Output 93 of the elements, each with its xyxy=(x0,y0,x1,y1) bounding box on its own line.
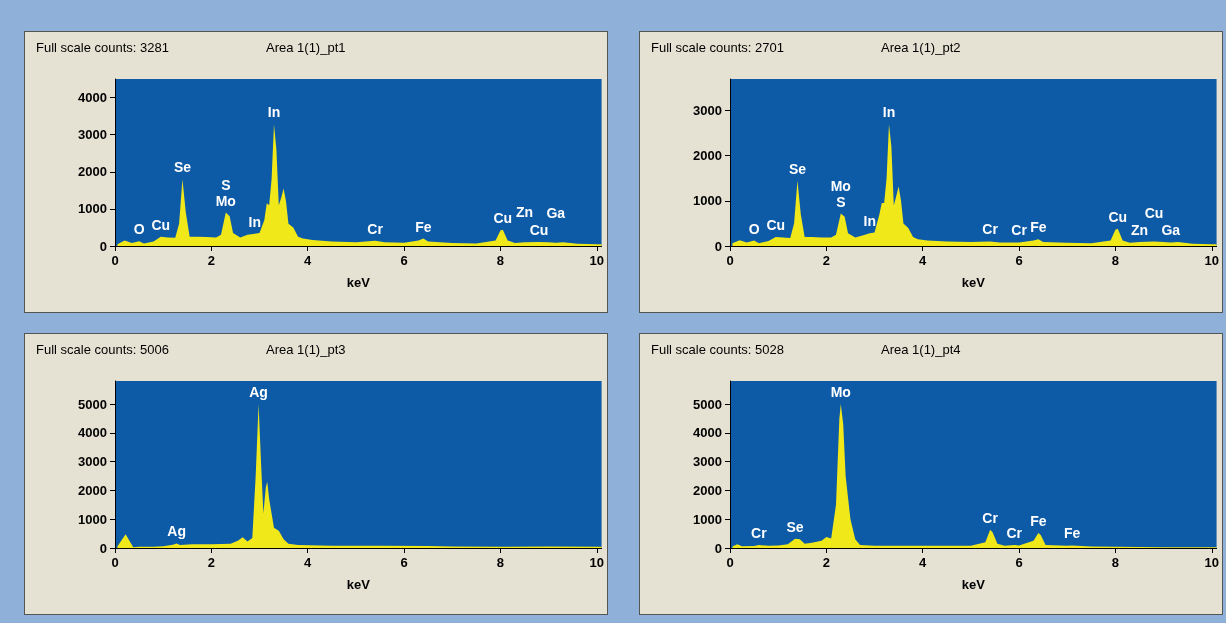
x-tick-label: 10 xyxy=(1204,555,1219,570)
annotation: In xyxy=(882,104,896,121)
annotation: Ga xyxy=(546,204,566,221)
x-tick-label: 0 xyxy=(111,555,119,570)
x-tick-label: 4 xyxy=(919,253,928,268)
chart-title: Full scale counts: 3281 xyxy=(36,40,169,55)
y-tick-label: 5000 xyxy=(78,396,107,412)
annotation: Mo xyxy=(215,192,236,209)
chart-subtitle: Area 1(1)_pt2 xyxy=(881,40,961,55)
annotation: Cu xyxy=(766,216,786,233)
y-tick-label: 2000 xyxy=(78,482,107,498)
y-tick-label: 3000 xyxy=(693,454,722,470)
annotation: O xyxy=(133,221,145,238)
x-tick-label: 2 xyxy=(822,555,830,570)
x-axis-title: keV xyxy=(961,275,986,290)
annotation: In xyxy=(863,213,876,230)
annotation: Zn xyxy=(1130,221,1149,238)
x-tick-label: 4 xyxy=(919,555,928,570)
y-tick-label: 1000 xyxy=(693,193,722,209)
chart-subtitle: Area 1(1)_pt3 xyxy=(266,342,346,357)
x-axis-title: keV xyxy=(961,577,986,592)
x-tick-label: 8 xyxy=(496,555,505,570)
chart-subtitle: Area 1(1)_pt1 xyxy=(266,40,346,55)
x-axis-title: keV xyxy=(346,275,371,290)
annotation: Fe xyxy=(1063,525,1081,542)
x-tick-label: 10 xyxy=(589,253,604,268)
x-tick-label: 10 xyxy=(589,555,604,570)
annotation: Fe xyxy=(415,218,432,235)
annotation: In xyxy=(248,213,261,230)
annotation: Mo xyxy=(830,384,851,401)
y-tick-label: 2000 xyxy=(693,148,722,164)
annotation: Fe xyxy=(1030,513,1047,530)
chart-title: Full scale counts: 2701 xyxy=(651,40,784,55)
y-tick-label: 2000 xyxy=(78,164,107,180)
annotation: In xyxy=(267,104,281,121)
x-tick-label: 8 xyxy=(1111,253,1120,268)
y-tick-label: 3000 xyxy=(78,127,107,143)
annotation: Cr xyxy=(1011,222,1028,239)
annotation: Cu xyxy=(529,221,549,238)
y-tick-label: 1000 xyxy=(78,511,107,527)
annotation: Cu xyxy=(493,209,513,226)
y-tick-label: 1000 xyxy=(693,511,722,527)
x-tick-label: 6 xyxy=(400,253,408,268)
annotation: Se xyxy=(173,159,192,176)
annotation: Cr xyxy=(367,220,384,237)
x-tick-label: 4 xyxy=(304,555,313,570)
y-tick-label: 2000 xyxy=(693,482,722,498)
chart-title: Full scale counts: 5006 xyxy=(36,342,169,357)
x-tick-label: 2 xyxy=(207,253,215,268)
x-tick-label: 2 xyxy=(207,555,215,570)
y-tick-label: 0 xyxy=(714,238,722,254)
x-tick-label: 4 xyxy=(304,253,313,268)
y-tick-label: 4000 xyxy=(693,425,722,441)
x-tick-label: 0 xyxy=(111,253,119,268)
annotation: Cu xyxy=(1144,205,1164,222)
x-tick-label: 6 xyxy=(1015,253,1023,268)
y-tick-label: 3000 xyxy=(693,103,722,119)
y-tick-label: 4000 xyxy=(78,425,107,441)
annotation: Zn xyxy=(515,204,534,221)
annotation: Mo xyxy=(830,177,851,194)
annotation: Cr xyxy=(982,221,999,238)
annotation: O xyxy=(748,220,760,237)
y-tick-label: 5000 xyxy=(693,396,722,412)
x-tick-label: 10 xyxy=(1204,253,1219,268)
annotation: Cr xyxy=(751,525,768,542)
y-tick-label: 0 xyxy=(99,238,107,254)
y-tick-label: 0 xyxy=(714,540,722,556)
x-tick-label: 8 xyxy=(496,253,505,268)
x-tick-label: 2 xyxy=(822,253,830,268)
x-tick-label: 8 xyxy=(1111,555,1120,570)
y-tick-label: 0 xyxy=(99,540,107,556)
annotation: S xyxy=(836,193,846,210)
x-axis-title: keV xyxy=(346,577,371,592)
x-tick-label: 0 xyxy=(726,555,734,570)
annotation: S xyxy=(221,176,231,193)
y-tick-label: 1000 xyxy=(78,201,107,217)
annotation: Fe xyxy=(1030,219,1047,236)
chart-subtitle: Area 1(1)_pt4 xyxy=(881,342,961,357)
annotation: Cr xyxy=(982,509,999,526)
chart-title: Full scale counts: 5028 xyxy=(651,342,784,357)
annotation: Ag xyxy=(167,523,186,540)
annotation: Cu xyxy=(1108,208,1128,225)
annotation: Cr xyxy=(1006,525,1023,542)
annotation: Ag xyxy=(249,384,268,401)
annotation: Cu xyxy=(151,216,171,233)
annotation: Ga xyxy=(1161,222,1181,239)
annotation: Se xyxy=(786,518,804,535)
y-tick-label: 4000 xyxy=(78,90,107,106)
annotation: Se xyxy=(788,160,807,177)
x-tick-label: 6 xyxy=(400,555,408,570)
y-tick-label: 3000 xyxy=(78,454,107,470)
x-tick-label: 0 xyxy=(726,253,734,268)
x-tick-label: 6 xyxy=(1015,555,1023,570)
